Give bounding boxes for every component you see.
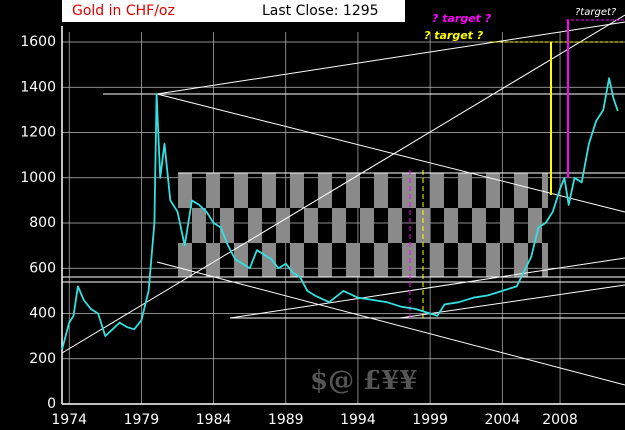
y-tick-label: 1200 xyxy=(20,125,56,141)
x-tick-label: 2004 xyxy=(484,412,520,428)
y-tick-label: 800 xyxy=(29,215,56,231)
y-tick-label: 600 xyxy=(29,260,56,276)
y-tick-label: 200 xyxy=(29,351,56,367)
x-tick-label: 1994 xyxy=(340,412,376,428)
annotation: ? target ? xyxy=(432,12,492,25)
y-tick-label: 400 xyxy=(29,306,56,322)
chart-title: Gold in CHF/oz xyxy=(72,3,175,19)
y-tick-label: 1000 xyxy=(20,170,56,186)
title-box xyxy=(62,0,405,22)
trend-lines xyxy=(61,14,625,386)
watermark: $@ £¥¥ xyxy=(310,366,417,396)
annotation: ?target? xyxy=(575,7,617,18)
y-tick-label: 0 xyxy=(47,396,56,412)
price-line xyxy=(61,77,619,350)
y-tick-label: 1400 xyxy=(20,79,56,95)
x-tick-label: 2008 xyxy=(542,412,578,428)
chart-subtitle: Last Close: 1295 xyxy=(262,3,379,19)
x-tick-label: 1999 xyxy=(412,412,448,428)
x-tick-label: 1979 xyxy=(124,412,160,428)
x-tick-label: 1974 xyxy=(51,412,87,428)
checker-zone xyxy=(178,173,548,277)
y-tick-label: 1600 xyxy=(20,34,56,50)
x-tick-label: 1989 xyxy=(268,412,304,428)
x-tick-label: 1984 xyxy=(196,412,232,428)
annotation: ? target ? xyxy=(424,29,484,42)
